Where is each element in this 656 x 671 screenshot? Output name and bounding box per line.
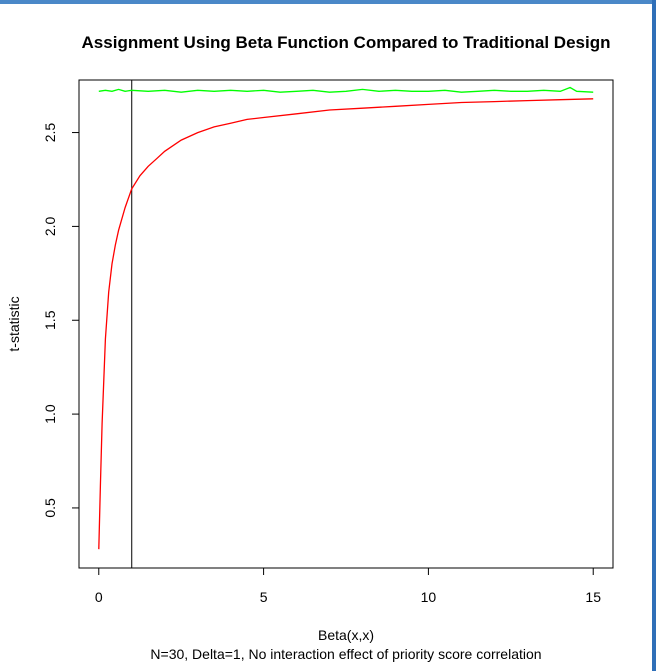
y-tick-label: 1.0 — [42, 404, 58, 424]
window-frame-top — [0, 0, 656, 4]
y-tick-label: 2.5 — [42, 123, 58, 143]
x-tick-label: 5 — [260, 589, 268, 605]
y-axis-label: t-statistic — [6, 296, 22, 351]
window-frame-right — [652, 0, 656, 671]
x-tick-label: 10 — [421, 589, 437, 605]
x-axis: 0 5 10 15 — [95, 567, 601, 605]
y-axis: 0.5 1.0 1.5 2.0 2.5 — [42, 123, 80, 518]
chart-title: Assignment Using Beta Function Compared … — [82, 33, 611, 52]
series-line-2 — [98, 98, 594, 550]
plot-frame — [78, 79, 614, 569]
y-tick-label: 1.5 — [42, 310, 58, 330]
x-tick-label: 0 — [95, 589, 103, 605]
x-axis-label: Beta(x,x) — [318, 627, 374, 643]
plot-area — [98, 80, 594, 568]
series-line-1 — [98, 86, 594, 93]
x-tick-label: 15 — [585, 589, 601, 605]
chart-subtitle: N=30, Delta=1, No interaction effect of … — [150, 646, 541, 662]
y-tick-label: 2.0 — [42, 216, 58, 236]
y-tick-label: 0.5 — [42, 498, 58, 518]
